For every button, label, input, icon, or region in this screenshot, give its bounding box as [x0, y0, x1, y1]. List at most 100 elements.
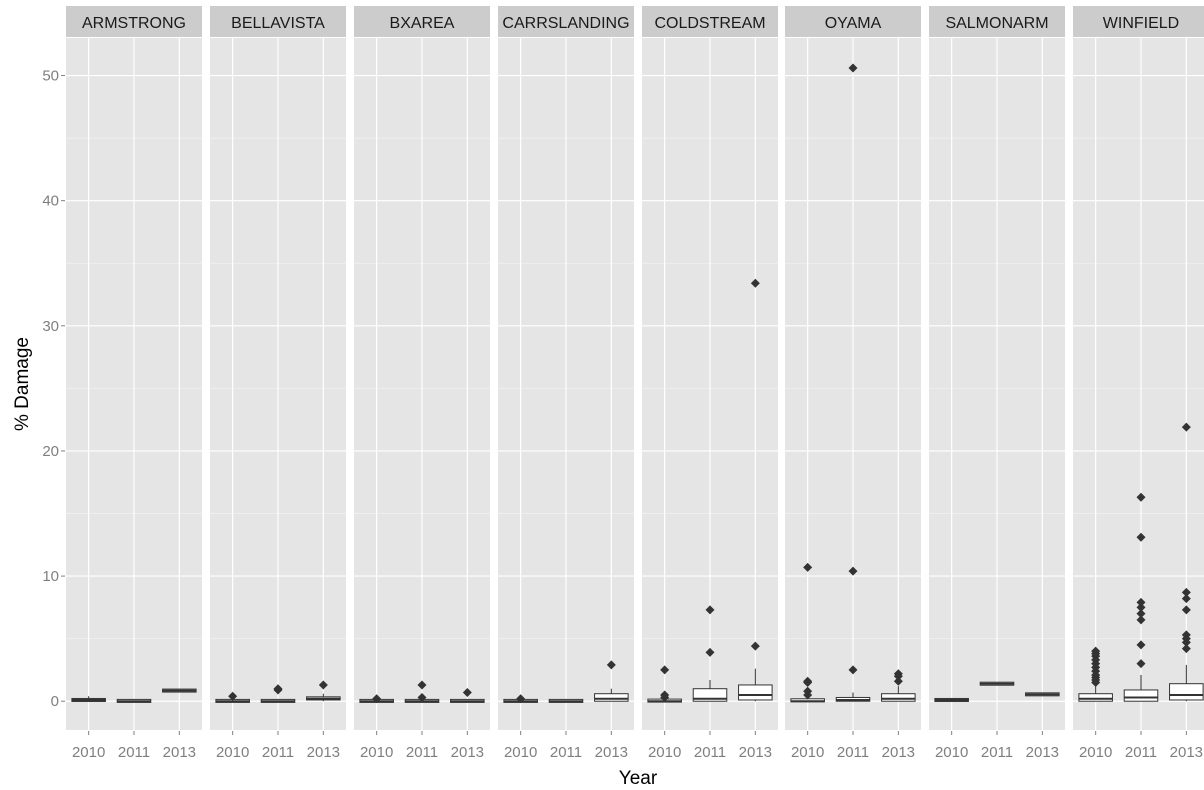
outlier-point: [606, 660, 616, 670]
x-tick-label: 2013: [739, 744, 772, 761]
box-body: [594, 693, 629, 702]
outlier-point: [848, 63, 858, 73]
x-tick-label: 2013: [595, 744, 628, 761]
facet-strip: [498, 6, 634, 37]
outlier-point: [750, 641, 760, 651]
x-tick-label: 2011: [406, 744, 438, 761]
facet-panel: BXAREA 2010 2011 2013: [354, 6, 490, 761]
facet-label: CARRSLANDING: [502, 15, 629, 32]
box-body: [738, 684, 773, 701]
outlier-point: [372, 694, 382, 704]
outlier-point: [705, 605, 715, 615]
outlier-point: [1136, 492, 1146, 502]
y-tick-label: 50: [42, 68, 59, 85]
facet-strip: [354, 6, 490, 37]
box-bxarea-2013: [450, 687, 485, 703]
outlier-point: [750, 278, 760, 288]
outlier-point: [516, 694, 526, 704]
facet-strip: [642, 6, 778, 37]
outlier-point: [848, 665, 858, 675]
box-carrslanding-2010: [503, 694, 538, 704]
box-armstrong-2013: [162, 688, 197, 693]
outlier-point: [1136, 609, 1146, 619]
outlier-point: [1136, 659, 1146, 669]
x-tick-label: 2011: [1125, 744, 1157, 761]
panel-background: [1073, 38, 1204, 730]
x-tick-label: 2010: [935, 744, 968, 761]
box-carrslanding-2011: [548, 698, 584, 703]
box-armstrong-2010: [71, 696, 106, 702]
y-tick-label: 20: [42, 443, 59, 460]
x-tick-label: 2013: [882, 744, 915, 761]
y-tick-label: 40: [42, 193, 59, 210]
x-tick-label: 2013: [451, 744, 484, 761]
facet-label: SALMONARM: [945, 15, 1048, 32]
x-tick-label: 2011: [694, 744, 726, 761]
box-bellavista-2010: [215, 691, 250, 703]
outlier-point: [893, 669, 903, 679]
box-bellavista-2011: [260, 684, 296, 703]
outlier-point: [660, 665, 670, 675]
outlier-point: [1136, 640, 1146, 650]
outlier-point: [417, 680, 427, 690]
outlier-point: [1136, 597, 1146, 607]
x-tick-label: 2010: [791, 744, 824, 761]
facet-strip: [929, 6, 1065, 37]
box-salmonarm-2013: [1025, 692, 1060, 697]
y-tick-label: 30: [42, 318, 59, 335]
x-tick-label: 2011: [981, 744, 1013, 761]
y-axis-title: % Damage: [12, 337, 33, 431]
outlier-point: [803, 676, 813, 686]
box-winfield-2011: [1123, 492, 1159, 702]
outlier-point: [893, 676, 903, 686]
facet-panel: CARRSLANDING 2010 2011 2013: [498, 6, 634, 761]
outlier-point: [417, 692, 427, 702]
outlier-point: [228, 691, 238, 701]
y-axis: 0 10 20 30 40 50: [42, 68, 65, 710]
box-coldstream-2011: [692, 605, 728, 702]
box-oyama-2011: [835, 63, 871, 702]
facet-label: BXAREA: [390, 15, 455, 32]
outlier-point: [660, 690, 670, 700]
box-bellavista-2013: [306, 680, 341, 702]
box-body: [881, 693, 916, 702]
outlier-point: [705, 647, 715, 657]
box-bxarea-2010: [359, 694, 394, 704]
box-salmonarm-2010: [934, 697, 969, 702]
facet-label: WINFIELD: [1103, 15, 1179, 32]
box-coldstream-2013: [738, 278, 773, 702]
facet-panel: OYAMA 2010 2011 2013: [785, 6, 921, 761]
facet-label: COLDSTREAM: [654, 15, 765, 32]
box-bxarea-2011: [404, 680, 440, 703]
box-oyama-2010: [790, 562, 825, 703]
x-tick-label: 2011: [262, 744, 294, 761]
facet-label: ARMSTRONG: [82, 15, 186, 32]
facet-strip: [1073, 6, 1204, 37]
outlier-point: [318, 680, 328, 690]
outlier-point: [1136, 602, 1146, 612]
x-tick-label: 2010: [216, 744, 249, 761]
facet-label: OYAMA: [825, 15, 882, 32]
box-armstrong-2011: [116, 698, 152, 703]
y-tick-label: 10: [42, 568, 59, 585]
box-body: [1169, 683, 1204, 701]
facet-panel: SALMONARM 2010 2011 2013: [929, 6, 1065, 761]
outlier-point: [803, 562, 813, 572]
box-winfield-2013: [1169, 422, 1204, 702]
outlier-point: [803, 686, 813, 696]
x-tick-label: 2011: [550, 744, 582, 761]
x-axis-title: Year: [619, 768, 658, 789]
facet-label: BELLAVISTA: [231, 15, 325, 32]
box-oyama-2013: [881, 669, 916, 702]
outlier-point: [1181, 422, 1191, 432]
x-tick-label: 2013: [307, 744, 340, 761]
outlier-point: [1181, 594, 1191, 604]
x-tick-label: 2013: [163, 744, 196, 761]
outlier-point: [462, 687, 472, 697]
outlier-point: [848, 566, 858, 576]
x-tick-label: 2013: [1026, 744, 1059, 761]
box-body: [1078, 693, 1113, 702]
outlier-point: [1136, 532, 1146, 542]
facet-panel: WINFIELD 2010 2011 2013: [1073, 6, 1204, 761]
